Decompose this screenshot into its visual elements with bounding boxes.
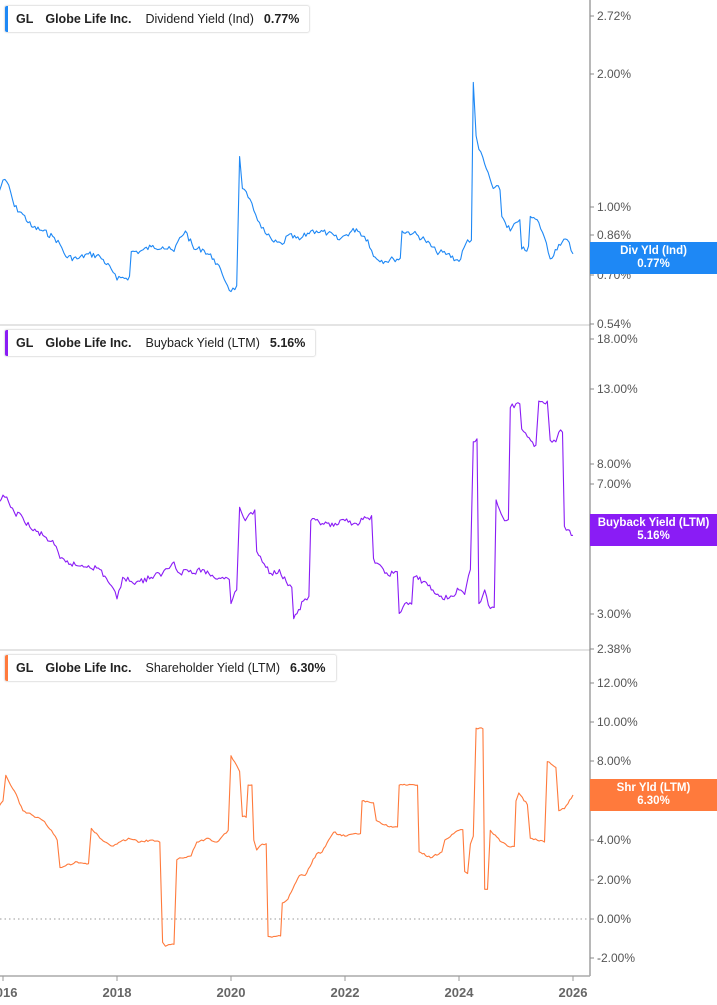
y-tick-label: 4.00% <box>597 833 632 847</box>
x-tick-label: 2020 <box>216 985 246 1000</box>
y-tick-label: 7.00% <box>597 477 632 491</box>
y-tick-label: 2.00% <box>597 873 632 887</box>
y-tick-label: 8.00% <box>597 754 632 768</box>
series-line[interactable] <box>0 400 574 620</box>
badge-value: 0.77% <box>637 258 670 270</box>
legend-shareholder-yield[interactable]: GL Globe Life Inc. Shareholder Yield (LT… <box>4 654 337 682</box>
y-tick-label: 1.00% <box>597 200 632 214</box>
badge-label: Buyback Yield (LTM) <box>597 517 710 529</box>
y-tick-label: -2.00% <box>597 951 636 965</box>
badge-value: 6.30% <box>637 795 670 807</box>
y-tick-label: 2.00% <box>597 67 632 81</box>
current-value-badge-buyback: Buyback Yield (LTM) 5.16% <box>590 514 717 546</box>
y-tick-label: 2.38% <box>597 642 632 656</box>
legend-company: Globe Life Inc. <box>45 336 132 350</box>
x-tick-label: 2022 <box>330 985 360 1000</box>
legend-ticker: GL <box>16 12 34 26</box>
badge-label: Div Yld (Ind) <box>620 245 687 257</box>
legend-ticker: GL <box>16 661 34 675</box>
y-tick-label: 2.72% <box>597 9 632 23</box>
y-tick-label: 13.00% <box>597 382 638 396</box>
y-tick-label: 12.00% <box>597 676 638 690</box>
legend-value: 6.30% <box>290 661 326 675</box>
legend-buyback-yield[interactable]: GL Globe Life Inc. Buyback Yield (LTM) 5… <box>4 329 317 357</box>
legend-metric: Buyback Yield (LTM) <box>145 336 260 350</box>
current-value-badge-shareholder: Shr Yld (LTM) 6.30% <box>590 779 717 811</box>
series-line[interactable] <box>0 81 574 293</box>
x-tick-label: 2024 <box>444 985 474 1000</box>
current-value-badge-dividend: Div Yld (Ind) 0.77% <box>590 242 717 274</box>
legend-value: 0.77% <box>263 12 300 26</box>
y-tick-label: 3.00% <box>597 607 632 621</box>
legend-metric: Dividend Yield (Ind) <box>145 12 254 26</box>
x-tick-label: 2026 <box>558 985 588 1000</box>
series-color-swatch <box>5 655 8 681</box>
y-tick-label: 0.00% <box>597 912 632 926</box>
legend-dividend-yield[interactable]: GL Globe Life Inc. Dividend Yield (Ind) … <box>4 5 311 33</box>
x-tick-label: 2016 <box>0 985 18 1000</box>
y-tick-label: 0.86% <box>597 228 632 242</box>
series-color-swatch <box>5 6 8 32</box>
legend-value: 5.16% <box>269 336 306 350</box>
badge-value: 5.16% <box>637 530 670 542</box>
y-tick-label: 10.00% <box>597 715 638 729</box>
series-line[interactable] <box>0 727 574 947</box>
y-tick-label: 0.54% <box>597 317 632 331</box>
y-tick-label: 8.00% <box>597 457 632 471</box>
series-color-swatch <box>5 330 8 356</box>
legend-metric: Shareholder Yield (LTM) <box>145 661 281 675</box>
x-tick-label: 2018 <box>102 985 132 1000</box>
y-tick-label: 18.00% <box>597 332 638 346</box>
legend-company: Globe Life Inc. <box>45 12 132 26</box>
legend-company: Globe Life Inc. <box>45 661 132 675</box>
badge-label: Shr Yld (LTM) <box>616 782 691 794</box>
legend-ticker: GL <box>16 336 34 350</box>
